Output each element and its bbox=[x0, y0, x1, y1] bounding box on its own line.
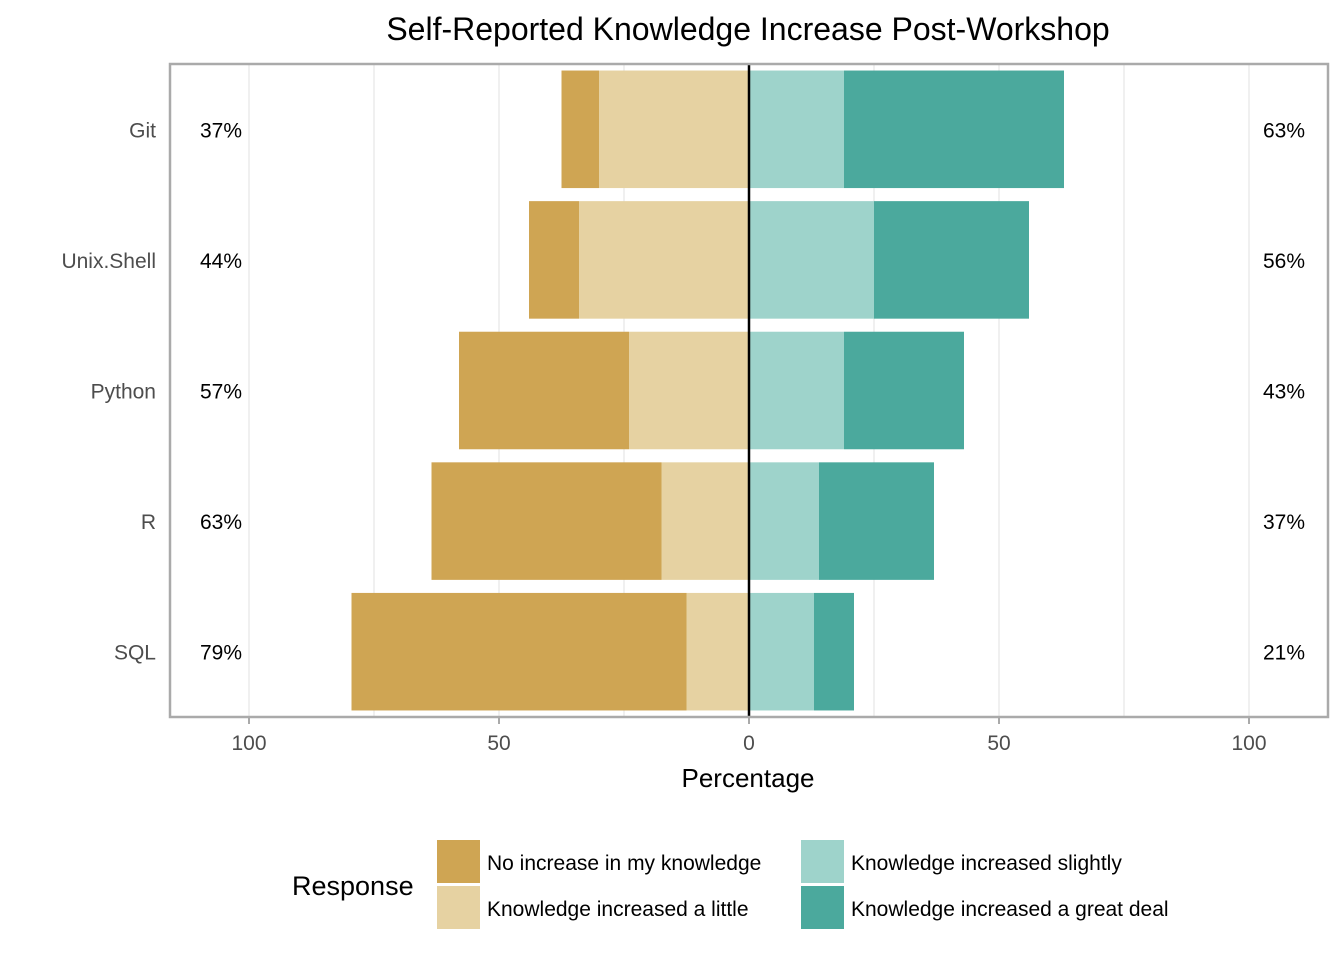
panel-border bbox=[168, 62, 1330, 719]
y-tick-label: Unix.Shell bbox=[61, 250, 156, 273]
legend-key bbox=[801, 840, 844, 883]
y-tick-label: R bbox=[141, 511, 156, 534]
x-axis-ticks: 100 50 0 50 100 bbox=[231, 717, 1267, 755]
left-percent-label: 37% bbox=[200, 119, 242, 142]
legend-key bbox=[437, 840, 480, 883]
bar-segment bbox=[561, 70, 599, 189]
bar-segment bbox=[749, 592, 814, 711]
x-axis-title: Percentage bbox=[682, 763, 815, 793]
bar-segment bbox=[749, 462, 819, 580]
left-percent-label: 79% bbox=[200, 642, 242, 665]
legend-key bbox=[801, 886, 844, 929]
bar-segment bbox=[629, 331, 749, 450]
bar-segment bbox=[661, 462, 749, 580]
bar-segment bbox=[599, 70, 749, 189]
x-tick-label: 0 bbox=[743, 732, 755, 755]
x-tick-label: 50 bbox=[487, 732, 510, 755]
bar-segment bbox=[819, 462, 934, 580]
x-tick-label: 100 bbox=[231, 732, 266, 755]
y-tick-label: Git bbox=[129, 119, 156, 142]
bar-segment bbox=[431, 462, 662, 580]
legend-label: Knowledge increased a little bbox=[487, 898, 749, 921]
bar-segment bbox=[686, 592, 749, 711]
bars bbox=[351, 70, 1064, 711]
legend-label: No increase in my knowledge bbox=[487, 852, 761, 875]
y-tick-label: SQL bbox=[114, 642, 156, 665]
right-percent-label: 37% bbox=[1263, 511, 1305, 534]
right-percent-label: 56% bbox=[1263, 250, 1305, 273]
chart-title: Self-Reported Knowledge Increase Post-Wo… bbox=[386, 11, 1109, 47]
bar-segment bbox=[351, 592, 687, 711]
right-percent-label: 21% bbox=[1263, 642, 1305, 665]
legend-label: Knowledge increased slightly bbox=[851, 852, 1122, 875]
bar-segment bbox=[529, 201, 579, 319]
left-percent-label: 44% bbox=[200, 250, 242, 273]
legend-title: Response bbox=[292, 871, 414, 901]
bar-segment bbox=[749, 201, 874, 319]
y-axis-labels: Git Unix.Shell Python R SQL bbox=[61, 119, 156, 664]
percent-labels: 37% 63% 44% 56% 57% 43% 63% 37% 79% 21% bbox=[200, 119, 1305, 664]
x-tick-label: 100 bbox=[1231, 732, 1266, 755]
left-percent-label: 57% bbox=[200, 381, 242, 404]
left-percent-label: 63% bbox=[200, 511, 242, 534]
legend-label: Knowledge increased a great deal bbox=[851, 898, 1169, 921]
right-percent-label: 63% bbox=[1263, 119, 1305, 142]
bar-segment bbox=[749, 70, 844, 189]
bar-segment bbox=[844, 70, 1064, 189]
x-tick-label: 50 bbox=[987, 732, 1010, 755]
legend-key bbox=[437, 886, 480, 929]
right-percent-label: 43% bbox=[1263, 381, 1305, 404]
bar-segment bbox=[844, 331, 964, 450]
bar-segment bbox=[579, 201, 749, 319]
bar-segment bbox=[874, 201, 1029, 319]
legend: Response No increase in my knowledge Know… bbox=[292, 840, 1169, 929]
bar-segment bbox=[459, 331, 629, 450]
y-tick-label: Python bbox=[91, 381, 156, 404]
bar-segment bbox=[749, 331, 844, 450]
bar-segment bbox=[814, 592, 854, 711]
